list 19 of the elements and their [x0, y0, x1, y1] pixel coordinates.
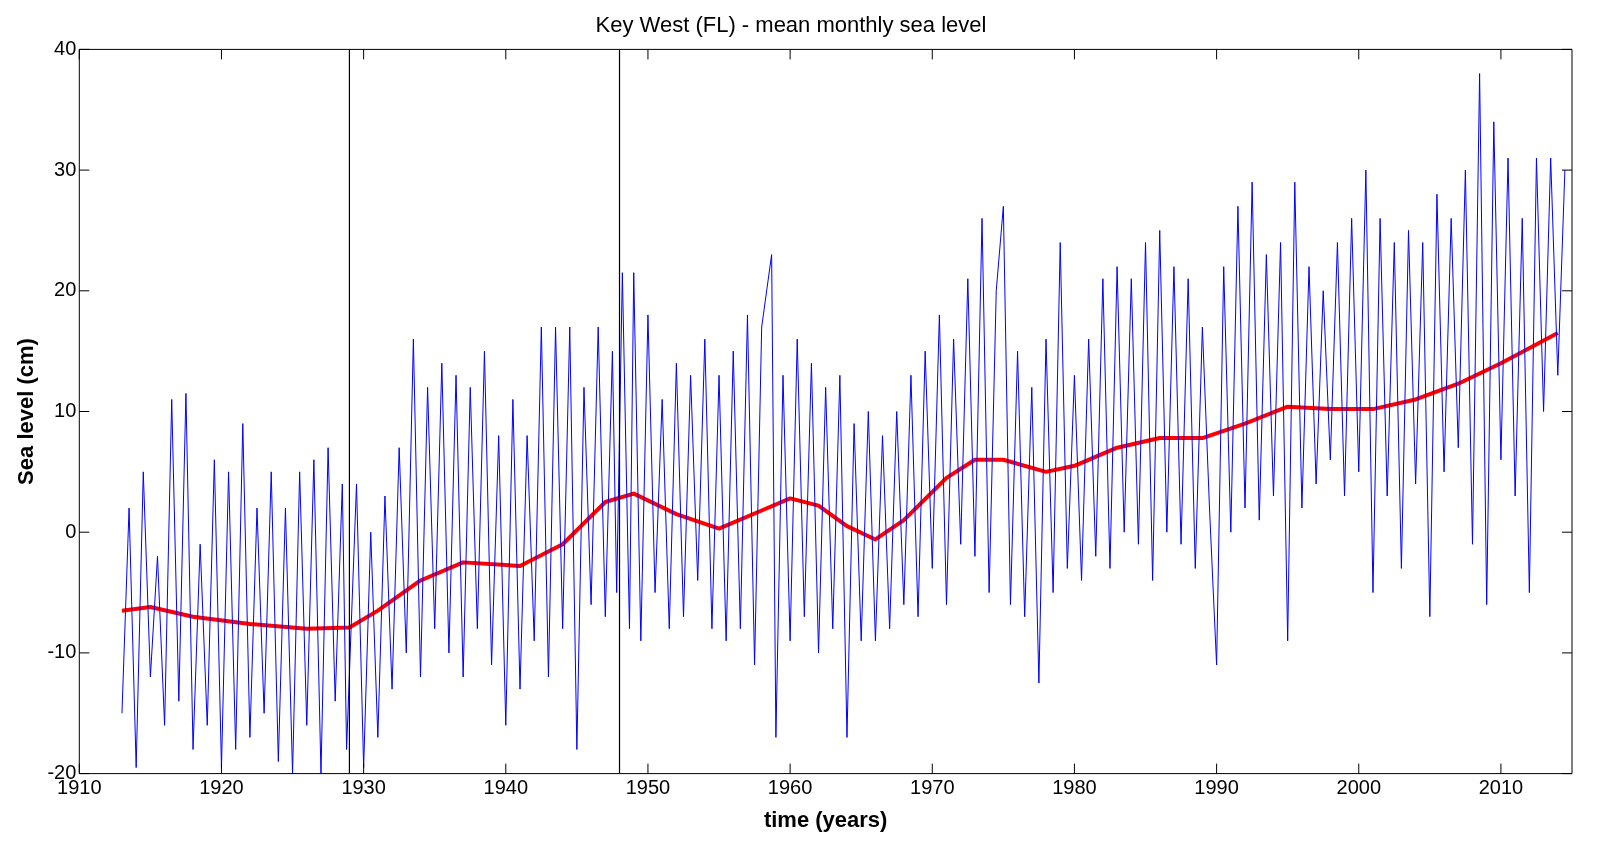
- x-tick-label: 1960: [767, 776, 813, 799]
- y-tick-label: 10: [54, 399, 77, 422]
- x-tick-label: 1980: [1052, 776, 1097, 799]
- y-axis-title: Sea level (cm): [13, 338, 39, 485]
- y-tick-label: -10: [47, 640, 77, 663]
- y-tick-label: 40: [54, 36, 77, 59]
- x-tick-label: 1930: [341, 776, 386, 799]
- y-tick-label: 0: [65, 519, 77, 542]
- x-axis-title: time (years): [763, 806, 888, 832]
- x-tick-label: 1940: [483, 776, 529, 799]
- x-tick-label: 2000: [1336, 776, 1382, 799]
- y-tick-label: 20: [54, 278, 77, 301]
- x-tick-label: 1950: [625, 776, 671, 799]
- x-tick-label: 1920: [199, 776, 244, 799]
- x-tick-label: 1990: [1194, 776, 1239, 799]
- x-tick-label: 2010: [1478, 776, 1524, 799]
- x-tick-label: 1970: [910, 776, 955, 799]
- chart-title: Key West (FL) - mean monthly sea level: [595, 12, 987, 38]
- y-tick-label: 30: [54, 157, 77, 180]
